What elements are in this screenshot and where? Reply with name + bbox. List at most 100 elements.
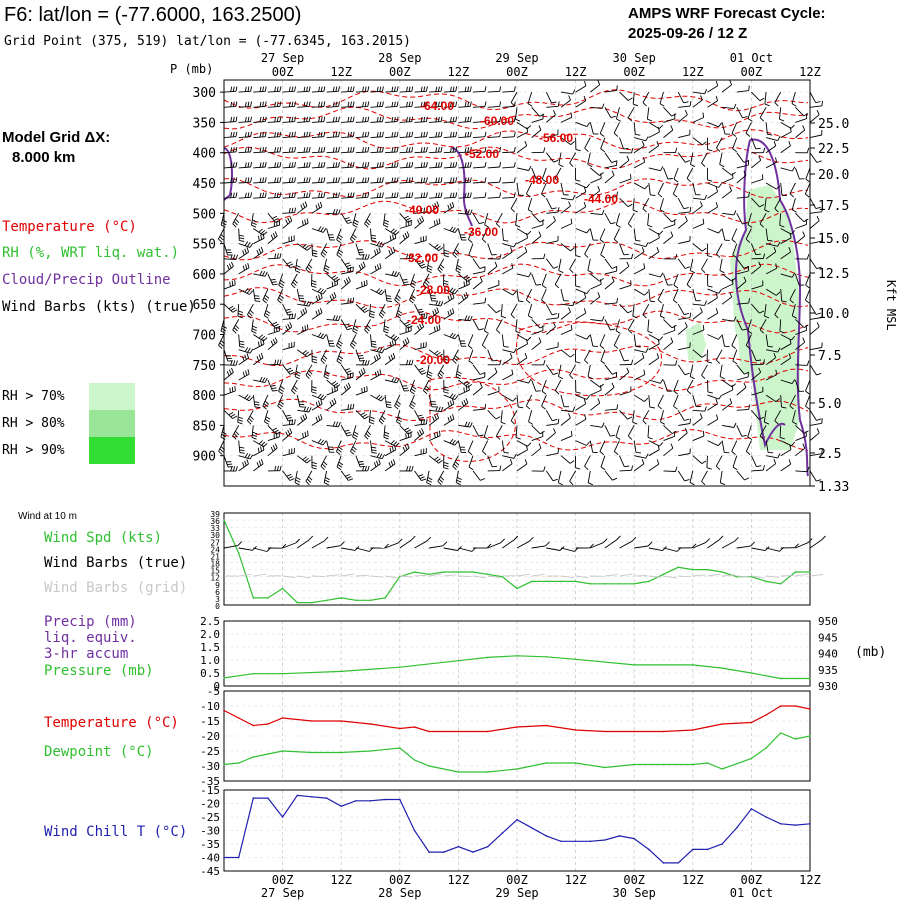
wind-barb [648, 357, 659, 366]
wind-barb-feather [435, 132, 438, 138]
wind-barb-feather [451, 308, 455, 314]
wind-barb [560, 197, 573, 201]
wind-barb [218, 228, 225, 240]
bottom-date-label: 01 Oct [730, 886, 773, 900]
wind-barb-feather [403, 387, 409, 390]
wind-barb-feather [380, 290, 385, 296]
legend-surface-temperature: Temperature (°C) [44, 715, 179, 731]
wind-barb-feather [250, 177, 253, 183]
wind-barb [575, 228, 587, 234]
wind-barb [751, 410, 760, 420]
wind-barb-feather [402, 234, 406, 240]
wind-barb [736, 90, 749, 93]
wind-barb-feather [645, 347, 649, 353]
surface-wind-barb [326, 545, 341, 549]
wind-barb-feather [338, 209, 341, 215]
wind-barb-feather [235, 101, 238, 107]
wind-barb-feather [364, 223, 369, 228]
wind-barb-feather [336, 385, 339, 391]
wind-barb [546, 432, 556, 441]
wind-barb [619, 371, 630, 381]
wind-barb-feather [569, 374, 574, 380]
wind-barb-feather [317, 203, 321, 209]
wind-barb-feather [274, 86, 277, 92]
wind-barb [326, 379, 337, 388]
wind-barb-feather [379, 131, 382, 137]
wind-barb-feather [353, 219, 359, 223]
wind-barb-feather [304, 457, 309, 462]
wind-barb-feather [394, 116, 396, 122]
page-title: F6: lat/lon = (-77.6000, 163.2500) [4, 4, 301, 26]
wind-barb [692, 137, 703, 146]
wind-barb-feather [320, 399, 323, 405]
wind-barb-feather [384, 219, 389, 223]
wind-barb [765, 122, 768, 135]
wind-barb-feather [575, 361, 581, 364]
wind-barb [792, 410, 796, 423]
wind-barb [633, 182, 645, 190]
wind-barb [443, 181, 456, 184]
wind-barb-feather [247, 162, 250, 168]
height-tick: 7.5 [818, 349, 841, 364]
series-point [516, 655, 518, 657]
series-point [692, 664, 694, 666]
wind-barb-feather [465, 386, 468, 392]
wind-barb-feather [779, 330, 785, 334]
wind-barb-feather [272, 232, 276, 238]
wind-barb [633, 357, 645, 366]
wind-barb [678, 453, 691, 457]
wind-barb [320, 243, 327, 255]
wind-barb-feather [381, 454, 385, 459]
wind-barb [678, 211, 691, 214]
wind-barb [765, 251, 777, 260]
grid-wind-barb [795, 573, 809, 577]
wind-barb [414, 240, 427, 245]
wind-barb [546, 317, 559, 320]
wind-barb-feather [701, 480, 706, 486]
wind-barb [352, 319, 357, 332]
wind-barb-feather [816, 322, 820, 327]
wind-barb [604, 164, 617, 169]
wind-barb [634, 137, 646, 142]
cloud-outline-path [223, 147, 233, 201]
wind-barb [414, 258, 423, 269]
wind-barb [223, 121, 237, 123]
wind-barb [560, 349, 571, 358]
series-point [750, 672, 753, 674]
wind-barb [472, 270, 485, 275]
legend-wind-barbs-true: Wind Barbs (true) [44, 555, 187, 571]
wind-barb [795, 223, 807, 229]
wind-barb-feather [295, 267, 301, 271]
wind-barb-feather [384, 431, 390, 435]
wind-barb-feather [450, 192, 452, 198]
wind-barb-feather [274, 116, 277, 122]
wind-barb-feather [773, 140, 777, 146]
wind-barb-feather [394, 444, 397, 451]
swatch-rh90 [89, 437, 135, 464]
wind-barb-feather [254, 401, 260, 403]
wind-barb [791, 304, 796, 316]
wind-barb-feather [311, 388, 317, 392]
wind-barb-feather [306, 353, 312, 358]
wind-barb-feather [273, 217, 279, 221]
wind-barb [458, 402, 469, 411]
wind-barb [384, 334, 396, 342]
wind-barb [515, 425, 518, 438]
wind-barb [282, 452, 295, 457]
wind-barb-feather [406, 101, 408, 107]
wind-barb-feather [257, 447, 260, 453]
wind-barb-feather [277, 299, 282, 304]
wind-barb-feather [338, 116, 340, 122]
wind-barb-feather [527, 103, 533, 107]
wind-barb [575, 312, 587, 320]
wind-barb-feather [338, 131, 340, 137]
wind-barb [736, 376, 749, 381]
wind-barb-feather [260, 352, 264, 358]
wind-barb [692, 409, 705, 412]
wind-barb-feather [358, 371, 362, 376]
wind-barb-feather [351, 448, 356, 453]
wind-barb-feather [627, 329, 633, 334]
wind-barb-feather [525, 405, 531, 410]
wind-barb [633, 122, 636, 135]
wind-barb-feather [346, 370, 352, 373]
